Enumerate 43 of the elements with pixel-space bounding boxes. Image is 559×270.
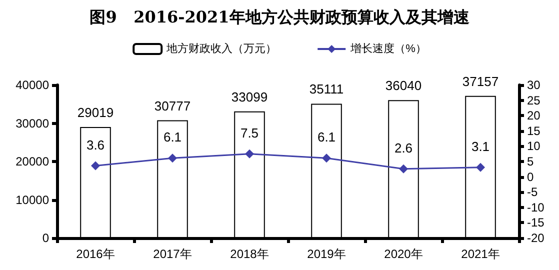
point: [245, 149, 254, 158]
legend-label: 地方财政收入（万元）: [166, 42, 277, 55]
y-tick-label: 10000: [16, 192, 50, 207]
data-label: 2.6: [394, 140, 413, 156]
data-label: 6.1: [163, 130, 182, 145]
data-label: 36040: [385, 78, 422, 94]
data-label: 37157: [462, 74, 499, 89]
y2-tick-label: -10: [527, 200, 545, 214]
y2-tick-label: 15: [527, 124, 541, 138]
y2-tick-label: -20: [527, 231, 545, 245]
data-label: 29019: [77, 105, 114, 120]
x-tick-label: 2021年: [461, 247, 500, 261]
x-tick-label: 2019年: [307, 247, 346, 261]
y-tick-label: 30000: [16, 116, 50, 130]
y2-tick-label: -5: [527, 185, 538, 200]
y2-tick-label: 5: [527, 154, 534, 168]
point: [322, 154, 331, 163]
data-label: 30777: [154, 98, 191, 114]
y2-tick-label: -15: [527, 216, 545, 230]
y-tick-label: 0: [42, 231, 50, 245]
x-tick-label: 2020年: [384, 247, 423, 261]
point: [476, 162, 485, 172]
y2-tick-label: 30: [527, 78, 541, 92]
data-label: 3.1: [471, 138, 490, 154]
data-label: 35111: [309, 82, 344, 97]
y2-tick-label: 20: [527, 108, 541, 123]
y-tick-label: 20000: [16, 154, 50, 168]
x-tick-label: 2016年: [76, 247, 115, 261]
x-tick-label: 2018年: [230, 247, 269, 261]
point: [91, 161, 100, 170]
data-label: 33099: [231, 89, 268, 104]
chart-title: 图9 2016-2021年地方公共财政预算收入及其增速: [90, 8, 470, 26]
x-tick-label: 2017年: [153, 247, 192, 261]
data-label: 3.6: [86, 137, 105, 152]
y2-tick-label: 10: [527, 139, 541, 154]
y2-tick-label: 0: [527, 170, 534, 184]
y2-tick-label: 25: [527, 93, 541, 108]
point: [399, 164, 408, 174]
legend-label: 增长速度（%）: [350, 42, 426, 55]
data-label: 7.5: [240, 125, 259, 140]
point: [168, 154, 177, 163]
y-tick-label: 40000: [16, 78, 50, 92]
data-label: 6.1: [317, 130, 336, 145]
